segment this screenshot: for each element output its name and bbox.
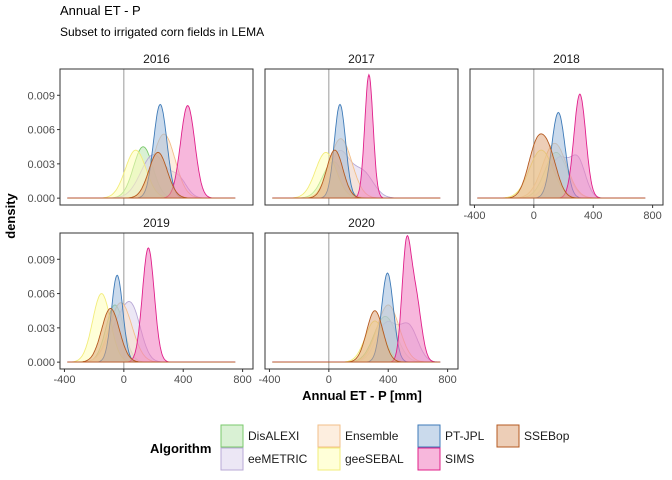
legend-swatch <box>317 424 341 448</box>
x-tick-label: 400 <box>584 210 602 222</box>
facet-title: 2017 <box>348 52 375 66</box>
legend-label: eeMETRIC <box>248 452 308 466</box>
legend-item-SIMS: SIMS <box>417 447 474 471</box>
x-tick-label: 0 <box>326 374 332 386</box>
legend-label: Ensemble <box>345 429 399 443</box>
density-SSEBop-2017 <box>272 149 441 199</box>
panel-border <box>264 68 459 206</box>
facet-title: 2020 <box>348 216 375 230</box>
legend-label: DisALEXI <box>248 429 299 443</box>
legend-item-geeSEBAL: geeSEBAL <box>317 447 404 471</box>
legend-swatch <box>417 424 441 448</box>
density-SSEBop-2020 <box>272 310 441 363</box>
y-tick-label: 0.009 <box>27 254 55 266</box>
x-tick-label: -400 <box>258 374 280 386</box>
panel-border <box>264 232 459 370</box>
facet-title: 2019 <box>143 216 170 230</box>
y-tick-label: 0.006 <box>27 289 55 301</box>
chart-title: Annual ET - P <box>60 3 141 18</box>
density-SSEBop-2018 <box>477 133 646 199</box>
facet-panels: 2016 0.000 0.003 0.006 0.009 2017 2018 -400 0 400… <box>27 52 664 386</box>
legend-label: PT-JPL <box>445 429 485 443</box>
y-axis-label: density <box>3 192 18 238</box>
legend: Algorithm DisALEXI eeMETRIC Ensemble geeSEB… <box>150 424 570 471</box>
x-tick-label: 0 <box>531 210 537 222</box>
x-tick-label: 400 <box>174 374 192 386</box>
legend-swatch <box>220 424 244 448</box>
x-tick-label: -400 <box>53 374 75 386</box>
x-tick-label: 800 <box>233 374 251 386</box>
density-SIMS-2020 <box>272 234 441 363</box>
panel-border <box>59 68 254 206</box>
chart-subtitle: Subset to irrigated corn fields in LEMA <box>60 25 264 39</box>
legend-title: Algorithm <box>150 441 211 456</box>
legend-label: SIMS <box>445 452 474 466</box>
legend-item-SSEBop: SSEBop <box>496 424 570 448</box>
density-SSEBop-2019 <box>67 307 236 363</box>
panel-border <box>469 68 664 206</box>
x-tick-label: 800 <box>643 210 661 222</box>
facet-panel-2017: 2017 <box>264 52 459 206</box>
x-axis-label: Annual ET - P [mm] <box>302 388 422 403</box>
facet-title: 2016 <box>143 52 170 66</box>
legend-item-Ensemble: Ensemble <box>317 424 399 448</box>
legend-swatch <box>317 447 341 471</box>
y-tick-label: 0.000 <box>27 357 55 369</box>
y-tick-label: 0.003 <box>27 159 55 171</box>
facet-panel-2019: 2019 0.000 0.003 0.006 0.009 -400 0 400 800 <box>27 216 254 386</box>
facet-panel-2020: 2020 -400 0 400 800 <box>258 216 459 386</box>
y-tick-label: 0.003 <box>27 323 55 335</box>
panel-border <box>59 232 254 370</box>
facet-panel-2018: 2018 -400 0 400 800 <box>463 52 664 222</box>
legend-item-DisALEXI: DisALEXI <box>220 424 299 448</box>
facet-panel-2016: 2016 0.000 0.003 0.006 0.009 <box>27 52 254 206</box>
x-tick-label: 800 <box>438 374 456 386</box>
y-tick-label: 0.009 <box>27 90 55 102</box>
legend-label: geeSEBAL <box>345 452 404 466</box>
legend-swatch <box>496 424 520 448</box>
x-tick-label: 0 <box>121 374 127 386</box>
density-SSEBop-2016 <box>67 151 236 199</box>
y-tick-label: 0.006 <box>27 125 55 137</box>
legend-label: SSEBop <box>524 429 570 443</box>
x-tick-label: 400 <box>379 374 397 386</box>
y-tick-label: 0.000 <box>27 193 55 205</box>
legend-swatch <box>220 447 244 471</box>
facet-title: 2018 <box>553 52 580 66</box>
x-tick-label: -400 <box>463 210 485 222</box>
legend-item-eeMETRIC: eeMETRIC <box>220 447 308 471</box>
legend-swatch <box>417 447 441 471</box>
legend-item-PT-JPL: PT-JPL <box>417 424 485 448</box>
